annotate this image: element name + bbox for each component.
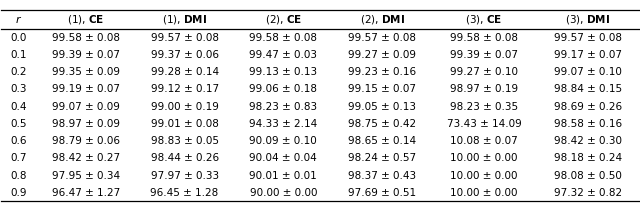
Text: 99.28 ± 0.14: 99.28 ± 0.14 (150, 67, 219, 77)
Text: 99.58 ± 0.08: 99.58 ± 0.08 (52, 33, 120, 43)
Text: 98.18 ± 0.24: 98.18 ± 0.24 (554, 153, 621, 163)
Text: 99.57 ± 0.08: 99.57 ± 0.08 (554, 33, 621, 43)
Text: 99.27 ± 0.10: 99.27 ± 0.10 (450, 67, 518, 77)
Text: 0.2: 0.2 (11, 67, 27, 77)
Text: 98.97 ± 0.19: 98.97 ± 0.19 (450, 84, 518, 94)
Text: 99.07 ± 0.10: 99.07 ± 0.10 (554, 67, 621, 77)
Text: 90.01 ± 0.01: 90.01 ± 0.01 (250, 171, 317, 181)
Text: 97.32 ± 0.82: 97.32 ± 0.82 (554, 188, 621, 198)
Text: 99.07 ± 0.09: 99.07 ± 0.09 (52, 102, 120, 112)
Text: 10.00 ± 0.00: 10.00 ± 0.00 (451, 153, 518, 163)
Text: 98.97 ± 0.09: 98.97 ± 0.09 (52, 119, 120, 129)
Text: 99.35 ± 0.09: 99.35 ± 0.09 (52, 67, 120, 77)
Text: 99.01 ± 0.08: 99.01 ± 0.08 (150, 119, 218, 129)
Text: 0.0: 0.0 (11, 33, 27, 43)
Text: 0.4: 0.4 (11, 102, 27, 112)
Text: 99.12 ± 0.17: 99.12 ± 0.17 (150, 84, 219, 94)
Text: 99.27 ± 0.09: 99.27 ± 0.09 (348, 50, 416, 60)
Text: (1), $\bf{CE}$: (1), $\bf{CE}$ (67, 13, 104, 26)
Text: 99.19 ± 0.07: 99.19 ± 0.07 (52, 84, 120, 94)
Text: (2), $\bf{CE}$: (2), $\bf{CE}$ (265, 13, 302, 26)
Text: 98.42 ± 0.30: 98.42 ± 0.30 (554, 136, 621, 146)
Text: 97.69 ± 0.51: 97.69 ± 0.51 (348, 188, 416, 198)
Text: 73.43 ± 14.09: 73.43 ± 14.09 (447, 119, 522, 129)
Text: 98.69 ± 0.26: 98.69 ± 0.26 (554, 102, 621, 112)
Text: 90.04 ± 0.04: 90.04 ± 0.04 (250, 153, 317, 163)
Text: 96.45 ± 1.28: 96.45 ± 1.28 (150, 188, 219, 198)
Text: $r$: $r$ (15, 14, 22, 25)
Text: 97.95 ± 0.34: 97.95 ± 0.34 (52, 171, 120, 181)
Text: 98.84 ± 0.15: 98.84 ± 0.15 (554, 84, 621, 94)
Text: 0.3: 0.3 (11, 84, 27, 94)
Text: 98.37 ± 0.43: 98.37 ± 0.43 (348, 171, 416, 181)
Text: 0.1: 0.1 (11, 50, 27, 60)
Text: 99.39 ± 0.07: 99.39 ± 0.07 (52, 50, 120, 60)
Text: 0.8: 0.8 (11, 171, 27, 181)
Text: 90.09 ± 0.10: 90.09 ± 0.10 (250, 136, 317, 146)
Text: 10.00 ± 0.00: 10.00 ± 0.00 (451, 171, 518, 181)
Text: 99.57 ± 0.08: 99.57 ± 0.08 (348, 33, 416, 43)
Text: 99.05 ± 0.13: 99.05 ± 0.13 (348, 102, 416, 112)
Text: 99.17 ± 0.07: 99.17 ± 0.07 (554, 50, 621, 60)
Text: 98.79 ± 0.06: 98.79 ± 0.06 (52, 136, 120, 146)
Text: 99.15 ± 0.07: 99.15 ± 0.07 (348, 84, 416, 94)
Text: 98.83 ± 0.05: 98.83 ± 0.05 (150, 136, 219, 146)
Text: 98.23 ± 0.83: 98.23 ± 0.83 (250, 102, 317, 112)
Text: 99.39 ± 0.07: 99.39 ± 0.07 (450, 50, 518, 60)
Text: 98.08 ± 0.50: 98.08 ± 0.50 (554, 171, 621, 181)
Text: (2), $\bf{DMI}$: (2), $\bf{DMI}$ (360, 13, 404, 26)
Text: 90.00 ± 0.00: 90.00 ± 0.00 (250, 188, 317, 198)
Text: (3), $\bf{DMI}$: (3), $\bf{DMI}$ (565, 13, 610, 26)
Text: 99.06 ± 0.18: 99.06 ± 0.18 (250, 84, 317, 94)
Text: 10.00 ± 0.00: 10.00 ± 0.00 (451, 188, 518, 198)
Text: (1), $\bf{DMI}$: (1), $\bf{DMI}$ (162, 13, 207, 26)
Text: 99.47 ± 0.03: 99.47 ± 0.03 (250, 50, 317, 60)
Text: 99.57 ± 0.08: 99.57 ± 0.08 (150, 33, 219, 43)
Text: 99.37 ± 0.06: 99.37 ± 0.06 (150, 50, 219, 60)
Text: 0.7: 0.7 (11, 153, 27, 163)
Text: 0.5: 0.5 (11, 119, 27, 129)
Text: 98.75 ± 0.42: 98.75 ± 0.42 (348, 119, 416, 129)
Text: 98.24 ± 0.57: 98.24 ± 0.57 (348, 153, 416, 163)
Text: 98.42 ± 0.27: 98.42 ± 0.27 (52, 153, 120, 163)
Text: 0.9: 0.9 (11, 188, 27, 198)
Text: 94.33 ± 2.14: 94.33 ± 2.14 (249, 119, 317, 129)
Text: 98.58 ± 0.16: 98.58 ± 0.16 (554, 119, 621, 129)
Text: 97.97 ± 0.33: 97.97 ± 0.33 (150, 171, 219, 181)
Text: 98.23 ± 0.35: 98.23 ± 0.35 (450, 102, 518, 112)
Text: 99.00 ± 0.19: 99.00 ± 0.19 (150, 102, 218, 112)
Text: 99.58 ± 0.08: 99.58 ± 0.08 (450, 33, 518, 43)
Text: 98.65 ± 0.14: 98.65 ± 0.14 (348, 136, 416, 146)
Text: 99.23 ± 0.16: 99.23 ± 0.16 (348, 67, 416, 77)
Text: 98.44 ± 0.26: 98.44 ± 0.26 (150, 153, 219, 163)
Text: 10.08 ± 0.07: 10.08 ± 0.07 (450, 136, 518, 146)
Text: 99.13 ± 0.13: 99.13 ± 0.13 (250, 67, 317, 77)
Text: 96.47 ± 1.27: 96.47 ± 1.27 (52, 188, 120, 198)
Text: (3), $\bf{CE}$: (3), $\bf{CE}$ (465, 13, 503, 26)
Text: 99.58 ± 0.08: 99.58 ± 0.08 (250, 33, 317, 43)
Text: 0.6: 0.6 (11, 136, 27, 146)
